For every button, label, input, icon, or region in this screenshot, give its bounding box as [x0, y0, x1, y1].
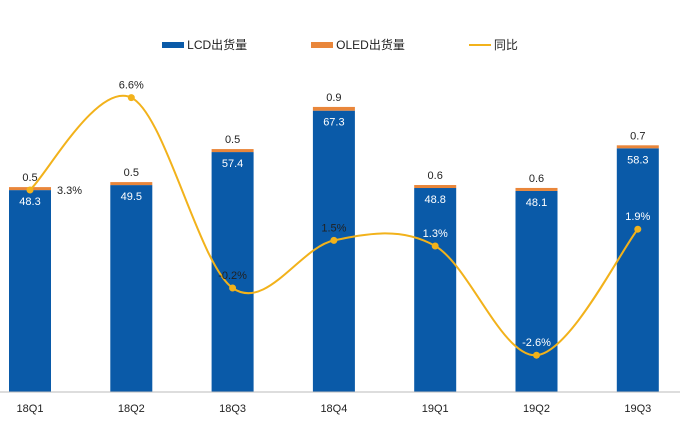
yoy-label-19Q1: 1.3%	[423, 228, 448, 240]
label-lcd-18Q4: 67.3	[323, 117, 344, 129]
bar-lcd-19Q3	[616, 148, 659, 392]
label-lcd-18Q2: 49.5	[121, 191, 142, 203]
x-tick-18Q2: 18Q2	[118, 403, 145, 415]
label-oled-18Q2: 0.5	[124, 167, 139, 179]
bar-lcd-19Q1	[414, 188, 457, 392]
x-tick-18Q1: 18Q1	[17, 403, 44, 415]
legend-yoy-swatch	[468, 43, 491, 46]
bar-lcd-18Q1	[9, 190, 51, 392]
legend-yoy-label: 同比	[493, 38, 518, 52]
x-tick-19Q1: 19Q1	[422, 403, 449, 415]
yoy-label-18Q3: -0.2%	[218, 270, 247, 282]
label-oled-19Q3: 0.7	[630, 130, 645, 142]
label-oled-19Q2: 0.6	[529, 173, 544, 185]
bar-lcd-18Q4	[312, 110, 355, 392]
yoy-point-19Q3	[634, 225, 642, 233]
yoy-point-18Q2	[127, 94, 135, 102]
x-tick-19Q2: 19Q2	[523, 403, 550, 415]
legend-oled-swatch	[311, 41, 334, 48]
yoy-point-19Q1	[431, 242, 439, 250]
yoy-label-18Q1: 3.3%	[57, 185, 82, 197]
x-tick-19Q3: 19Q3	[624, 403, 651, 415]
label-lcd-18Q1: 48.3	[19, 196, 40, 208]
label-lcd-18Q3: 57.4	[222, 158, 243, 170]
yoy-point-18Q4	[330, 236, 338, 244]
x-tick-18Q4: 18Q4	[320, 403, 347, 415]
bar-oled-19Q1	[414, 185, 457, 189]
legend-yoy: 同比	[468, 36, 518, 53]
bar-oled-18Q2	[110, 182, 153, 186]
bar-oled-19Q2	[515, 187, 558, 191]
label-oled-18Q4: 0.9	[326, 92, 341, 104]
legend-lcd-swatch	[162, 41, 185, 48]
label-lcd-19Q3: 58.3	[627, 154, 648, 166]
yoy-point-18Q3	[229, 284, 237, 292]
legend-oled: OLED出货量	[311, 36, 405, 53]
legend-oled-label: OLED出货量	[336, 38, 405, 52]
yoy-label-19Q2: -2.6%	[522, 337, 551, 349]
legend-lcd-label: LCD出货量	[187, 38, 248, 52]
yoy-label-19Q3: 1.9%	[625, 211, 650, 223]
yoy-point-18Q1	[26, 186, 34, 194]
bar-lcd-19Q2	[515, 190, 558, 392]
label-lcd-19Q1: 48.8	[424, 194, 445, 206]
legend-lcd: LCD出货量	[162, 36, 247, 53]
bar-oled-18Q3	[211, 149, 254, 153]
label-lcd-19Q2: 48.1	[526, 197, 547, 209]
legend: LCD出货量 OLED出货量 同比	[0, 36, 680, 53]
bar-oled-18Q4	[312, 106, 355, 111]
label-oled-18Q1: 0.5	[22, 172, 37, 184]
yoy-label-18Q4: 1.5%	[321, 222, 346, 234]
bar-lcd-18Q2	[110, 185, 153, 392]
label-oled-19Q1: 0.6	[428, 170, 443, 182]
x-tick-18Q3: 18Q3	[219, 403, 246, 415]
label-oled-18Q3: 0.5	[225, 134, 240, 146]
bar-oled-19Q3	[616, 145, 659, 149]
yoy-point-19Q2	[533, 351, 540, 359]
yoy-label-18Q2: 6.6%	[119, 80, 144, 92]
